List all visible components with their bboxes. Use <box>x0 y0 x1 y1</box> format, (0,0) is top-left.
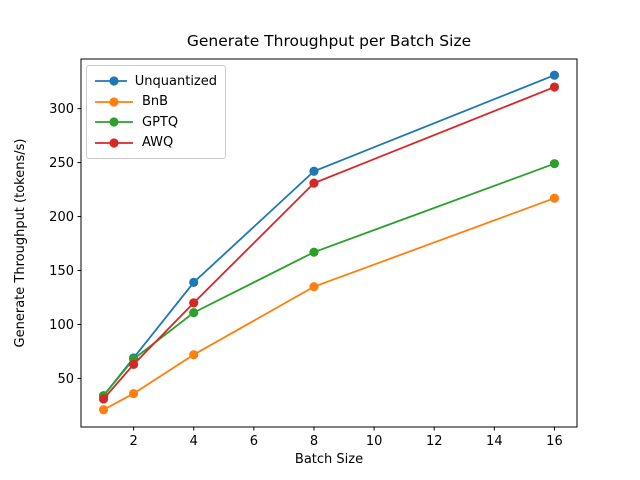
data-point-unquantized <box>189 277 199 287</box>
data-point-awq <box>309 178 319 188</box>
x-tick-label: 2 <box>129 434 137 449</box>
legend-line-marker-icon <box>95 97 133 107</box>
y-tick-label: 250 <box>49 156 74 171</box>
data-point-bnb <box>309 282 319 292</box>
chart-title: Generate Throughput per Batch Size <box>187 32 471 50</box>
x-tick-label: 12 <box>426 434 443 449</box>
y-tick-label: 200 <box>49 210 74 225</box>
data-point-bnb <box>549 193 560 203</box>
data-point-gptq <box>549 159 560 169</box>
legend-line-marker-icon <box>95 76 127 86</box>
y-tick-label: 150 <box>49 264 74 279</box>
x-tick-label: 14 <box>486 434 503 449</box>
data-point-awq <box>549 82 560 92</box>
x-tick-label: 10 <box>366 434 383 449</box>
y-axis-label: Generate Throughput (tokens/s) <box>13 139 28 348</box>
data-point-gptq <box>309 247 319 257</box>
legend-item-gptq: GPTQ <box>94 112 217 133</box>
y-tick-label: 100 <box>49 318 74 333</box>
legend-label: BnB <box>142 94 169 110</box>
legend-item-unquantized: Unquantized <box>94 71 217 92</box>
data-point-bnb <box>129 388 139 399</box>
legend-item-bnb: BnB <box>94 92 217 113</box>
data-point-unquantized <box>549 70 560 80</box>
x-tick-label: 16 <box>546 434 563 449</box>
y-tick-label: 300 <box>49 102 74 117</box>
data-point-unquantized <box>309 166 319 176</box>
legend-label: GPTQ <box>142 114 179 130</box>
x-axis-label: Batch Size <box>295 452 363 467</box>
data-point-bnb <box>98 405 109 415</box>
data-point-awq <box>189 298 199 308</box>
x-tick-label: 8 <box>310 434 318 449</box>
x-tick-label: 4 <box>190 434 198 449</box>
legend: Unquantized BnB GPTQ AWQ <box>86 65 226 159</box>
legend-line-marker-icon <box>95 138 133 148</box>
data-point-gptq <box>189 308 199 318</box>
legend-line-marker-icon <box>95 117 133 127</box>
data-point-awq <box>98 394 109 404</box>
data-point-awq <box>129 359 139 370</box>
x-tick-label: 6 <box>250 434 258 449</box>
legend-label: Unquantized <box>134 73 217 89</box>
legend-item-awq: AWQ <box>94 133 217 154</box>
y-tick-label: 50 <box>57 372 74 387</box>
data-point-bnb <box>189 350 199 360</box>
legend-label: AWQ <box>142 135 174 151</box>
